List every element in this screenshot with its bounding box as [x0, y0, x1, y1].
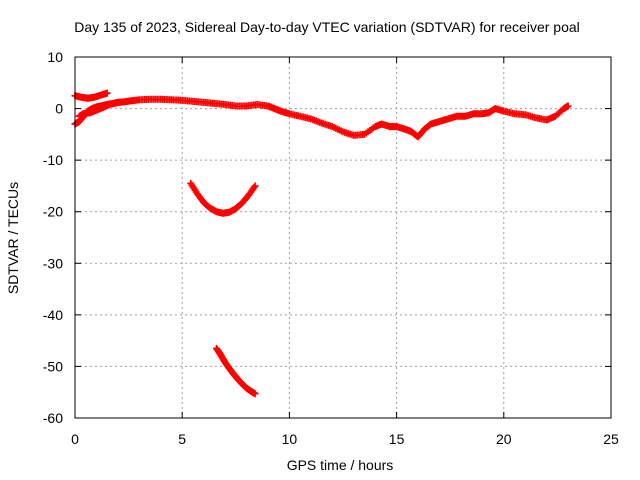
series-main-trace [71, 95, 572, 141]
grid-layer [75, 57, 611, 418]
data-layer [71, 89, 572, 398]
y-tick-label: -60 [43, 410, 63, 426]
data-point [251, 390, 259, 398]
y-tick-label: 0 [55, 101, 63, 117]
x-tick-label: 20 [496, 431, 512, 447]
x-tick-label: 15 [389, 431, 405, 447]
x-tick-label: 10 [282, 431, 298, 447]
y-tick-label: -30 [43, 255, 63, 271]
y-axis-label: SDTVAR / TECUs [5, 182, 21, 294]
series-early-lower-trace [75, 98, 122, 120]
data-point [114, 98, 122, 106]
plot-frame [74, 56, 612, 419]
series-middle-dip-trace [187, 179, 259, 217]
y-tick-label: -50 [43, 358, 63, 374]
x-tick-label: 25 [603, 431, 619, 447]
x-tick-label: 0 [71, 431, 79, 447]
data-point [103, 89, 111, 97]
y-tick-label: -20 [43, 204, 63, 220]
y-tick-label: -10 [43, 152, 63, 168]
x-axis-label: GPS time / hours [287, 457, 394, 473]
data-point [564, 102, 572, 110]
series-lower-descent-trace [213, 344, 259, 398]
y-tick-label: 10 [47, 49, 63, 65]
chart-title: Day 135 of 2023, Sidereal Day-to-day VTE… [74, 19, 580, 35]
y-tick-label: -40 [43, 307, 63, 323]
series-early-upper-trace [71, 89, 111, 102]
x-tick-label: 5 [178, 431, 186, 447]
data-point [251, 182, 259, 190]
